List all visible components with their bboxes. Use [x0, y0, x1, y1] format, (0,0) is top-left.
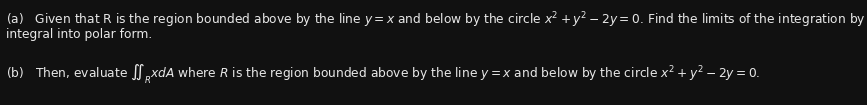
- Text: integral into polar form.: integral into polar form.: [6, 28, 153, 41]
- Text: (a)   Given that R is the region bounded above by the line $y = x$ and below by : (a) Given that R is the region bounded a…: [6, 10, 867, 30]
- Text: (b)   Then, evaluate $\iint_R xdA$ where $R$ is the region bounded above by the : (b) Then, evaluate $\iint_R xdA$ where $…: [6, 62, 760, 86]
